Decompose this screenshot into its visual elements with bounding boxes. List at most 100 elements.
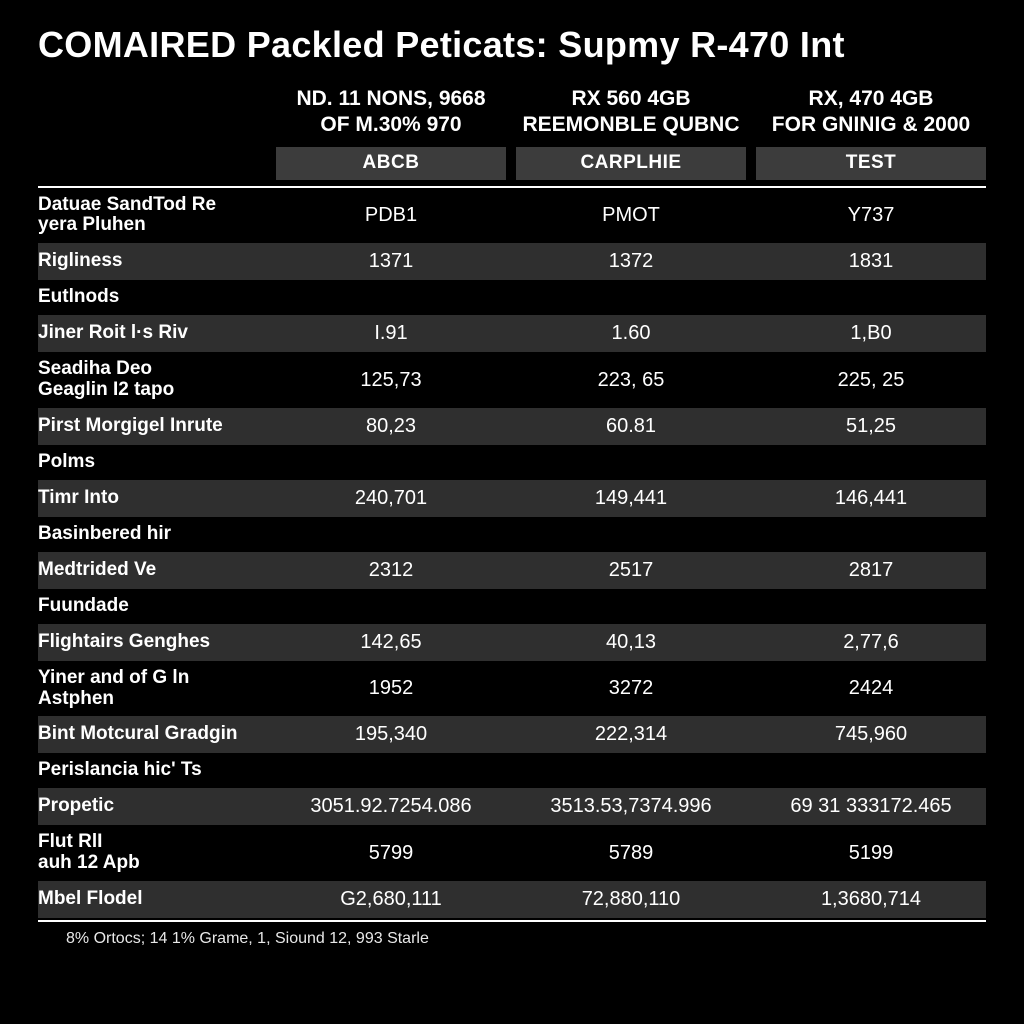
cell-value: [276, 599, 506, 613]
cell-value: 2312: [276, 552, 506, 589]
row-label: Pirst Morgigel Inrute: [38, 409, 266, 444]
cell-value: PMOT: [516, 197, 746, 234]
cell-value: 1,B0: [756, 315, 986, 352]
row-label: Eutlnods: [38, 280, 266, 315]
footnote: 8% Ortocs; 14 1% Grame, 1, Siound 12, 99…: [38, 922, 986, 948]
col-subheader-2: CARPLHIE: [516, 147, 746, 180]
row-label: Rigliness: [38, 244, 266, 279]
cell-value: 222,314: [516, 716, 746, 753]
cell-value: 3051.92.7254.086: [276, 788, 506, 825]
cell-value: [516, 455, 746, 469]
table-row: Bint Motcural Gradgin 195,340 222,314 745,9…: [38, 716, 986, 753]
row-label: Polms: [38, 445, 266, 480]
cell-value: 5789: [516, 835, 746, 872]
table-row: Flut RlI auh 12 Apb 5799 5789 5199: [38, 825, 986, 881]
cell-value: 5799: [276, 835, 506, 872]
cell-value: 1952: [276, 670, 506, 707]
cell-value: 745,960: [756, 716, 986, 753]
cell-value: [276, 455, 506, 469]
cell-value: 142,65: [276, 624, 506, 661]
cell-value: Y737: [756, 197, 986, 234]
table-row: Polms: [38, 445, 986, 480]
cell-value: [276, 527, 506, 541]
cell-value: [756, 599, 986, 613]
cell-value: 3272: [516, 670, 746, 707]
cell-value: 195,340: [276, 716, 506, 753]
table-row: Jiner Roit l·s Riv I.91 1.60 1,B0: [38, 315, 986, 352]
cell-value: PDB1: [276, 197, 506, 234]
cell-value: [516, 291, 746, 305]
cell-value: [756, 291, 986, 305]
col-subheader-1: ABCB: [276, 147, 506, 180]
cell-value: 72,880,110: [516, 881, 746, 918]
title-text: COMAIRED Packled Peticats: Supmy R-470 I…: [38, 24, 845, 65]
table-row: Rigliness 1371 1372 1831: [38, 243, 986, 280]
table-row: Seadiha Deo Geaglin I2 tapo 125,73 223, 65…: [38, 352, 986, 408]
row-label: Jiner Roit l·s Riv: [38, 316, 266, 351]
cell-value: 1372: [516, 243, 746, 280]
row-label: Seadiha Deo Geaglin I2 tapo: [38, 352, 266, 408]
cell-value: 1831: [756, 243, 986, 280]
cell-value: 125,73: [276, 362, 506, 399]
row-label: Basinbered hir: [38, 517, 266, 552]
row-label: Medtrided Ve: [38, 553, 266, 588]
column-subheaders: ABCB CARPLHIE TEST: [38, 147, 986, 180]
col-subheader-3: TEST: [756, 147, 986, 180]
row-label: Flightairs Genghes: [38, 625, 266, 660]
table-row: Yiner and of G ln Astphen 1952 3272 2424: [38, 661, 986, 717]
cell-value: [276, 291, 506, 305]
table-row: Eutlnods: [38, 280, 986, 315]
cell-value: 225, 25: [756, 362, 986, 399]
cell-value: [276, 764, 506, 778]
table-row: Flightairs Genghes 142,65 40,13 2,77,6: [38, 624, 986, 661]
page-title: COMAIRED Packled Peticats: Supmy R-470 I…: [38, 24, 986, 66]
table-row: Basinbered hir: [38, 517, 986, 552]
cell-value: 51,25: [756, 408, 986, 445]
column-headers: ND. 11 NONS, 9668 OF M.30% 970 RX 560 4G…: [38, 82, 986, 145]
row-label: Fuundade: [38, 589, 266, 624]
table-row: Perislancia hic' Ts: [38, 753, 986, 788]
table-row: Fuundade: [38, 589, 986, 624]
row-label: Bint Motcural Gradgin: [38, 717, 266, 752]
cell-value: 146,441: [756, 480, 986, 517]
table-row: Datuae SandTod Re yera Pluhen PDB1 PMOT Y73…: [38, 188, 986, 244]
table-row: Pirst Morgigel Inrute 80,23 60.81 51,25: [38, 408, 986, 445]
col-header-2: RX 560 4GB REEMONBLE QUBNC: [516, 82, 746, 145]
cell-value: 69 31 333172.465: [756, 788, 986, 825]
cell-value: 1371: [276, 243, 506, 280]
cell-value: [516, 764, 746, 778]
table-row: Mbel FlodelG2,680,11172,880,1101,3680,71…: [38, 881, 986, 918]
cell-value: 240,701: [276, 480, 506, 517]
cell-value: 2517: [516, 552, 746, 589]
row-label: Datuae SandTod Re yera Pluhen: [38, 188, 266, 244]
row-label: Timr Into: [38, 481, 266, 516]
row-label: Flut RlI auh 12 Apb: [38, 825, 266, 881]
cell-value: 223, 65: [516, 362, 746, 399]
cell-value: 80,23: [276, 408, 506, 445]
cell-value: 1,3680,714: [756, 881, 986, 918]
cell-value: 2,77,6: [756, 624, 986, 661]
cell-value: [756, 455, 986, 469]
table-row: Timr Into 240,701 149,441 146,441: [38, 480, 986, 517]
table-row: Medtrided Ve 2312 2517 2817: [38, 552, 986, 589]
cell-value: 1.60: [516, 315, 746, 352]
cell-value: I.91: [276, 315, 506, 352]
table-row: Propetic 3051.92.7254.086 3513.53,7374.996…: [38, 788, 986, 825]
cell-value: [516, 599, 746, 613]
cell-value: 2817: [756, 552, 986, 589]
cell-value: [516, 527, 746, 541]
cell-value: 5199: [756, 835, 986, 872]
row-label: Perislancia hic' Ts: [38, 753, 266, 788]
row-label: Yiner and of G ln Astphen: [38, 661, 266, 717]
row-label: Mbel Flodel: [38, 882, 266, 917]
table-body: Datuae SandTod Re yera Pluhen PDB1 PMOT Y73…: [38, 188, 986, 919]
col-header-1: ND. 11 NONS, 9668 OF M.30% 970: [276, 82, 506, 145]
cell-value: 60.81: [516, 408, 746, 445]
cell-value: 149,441: [516, 480, 746, 517]
row-label: Propetic: [38, 789, 266, 824]
col-header-3: RX, 470 4GB FOR GNINIG & 2000: [756, 82, 986, 145]
cell-value: 2424: [756, 670, 986, 707]
cell-value: 40,13: [516, 624, 746, 661]
cell-value: 3513.53,7374.996: [516, 788, 746, 825]
cell-value: [756, 527, 986, 541]
